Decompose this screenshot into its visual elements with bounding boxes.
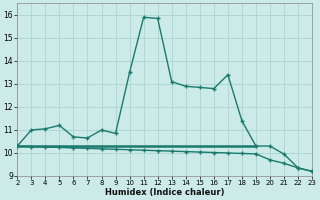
X-axis label: Humidex (Indice chaleur): Humidex (Indice chaleur): [105, 188, 224, 197]
